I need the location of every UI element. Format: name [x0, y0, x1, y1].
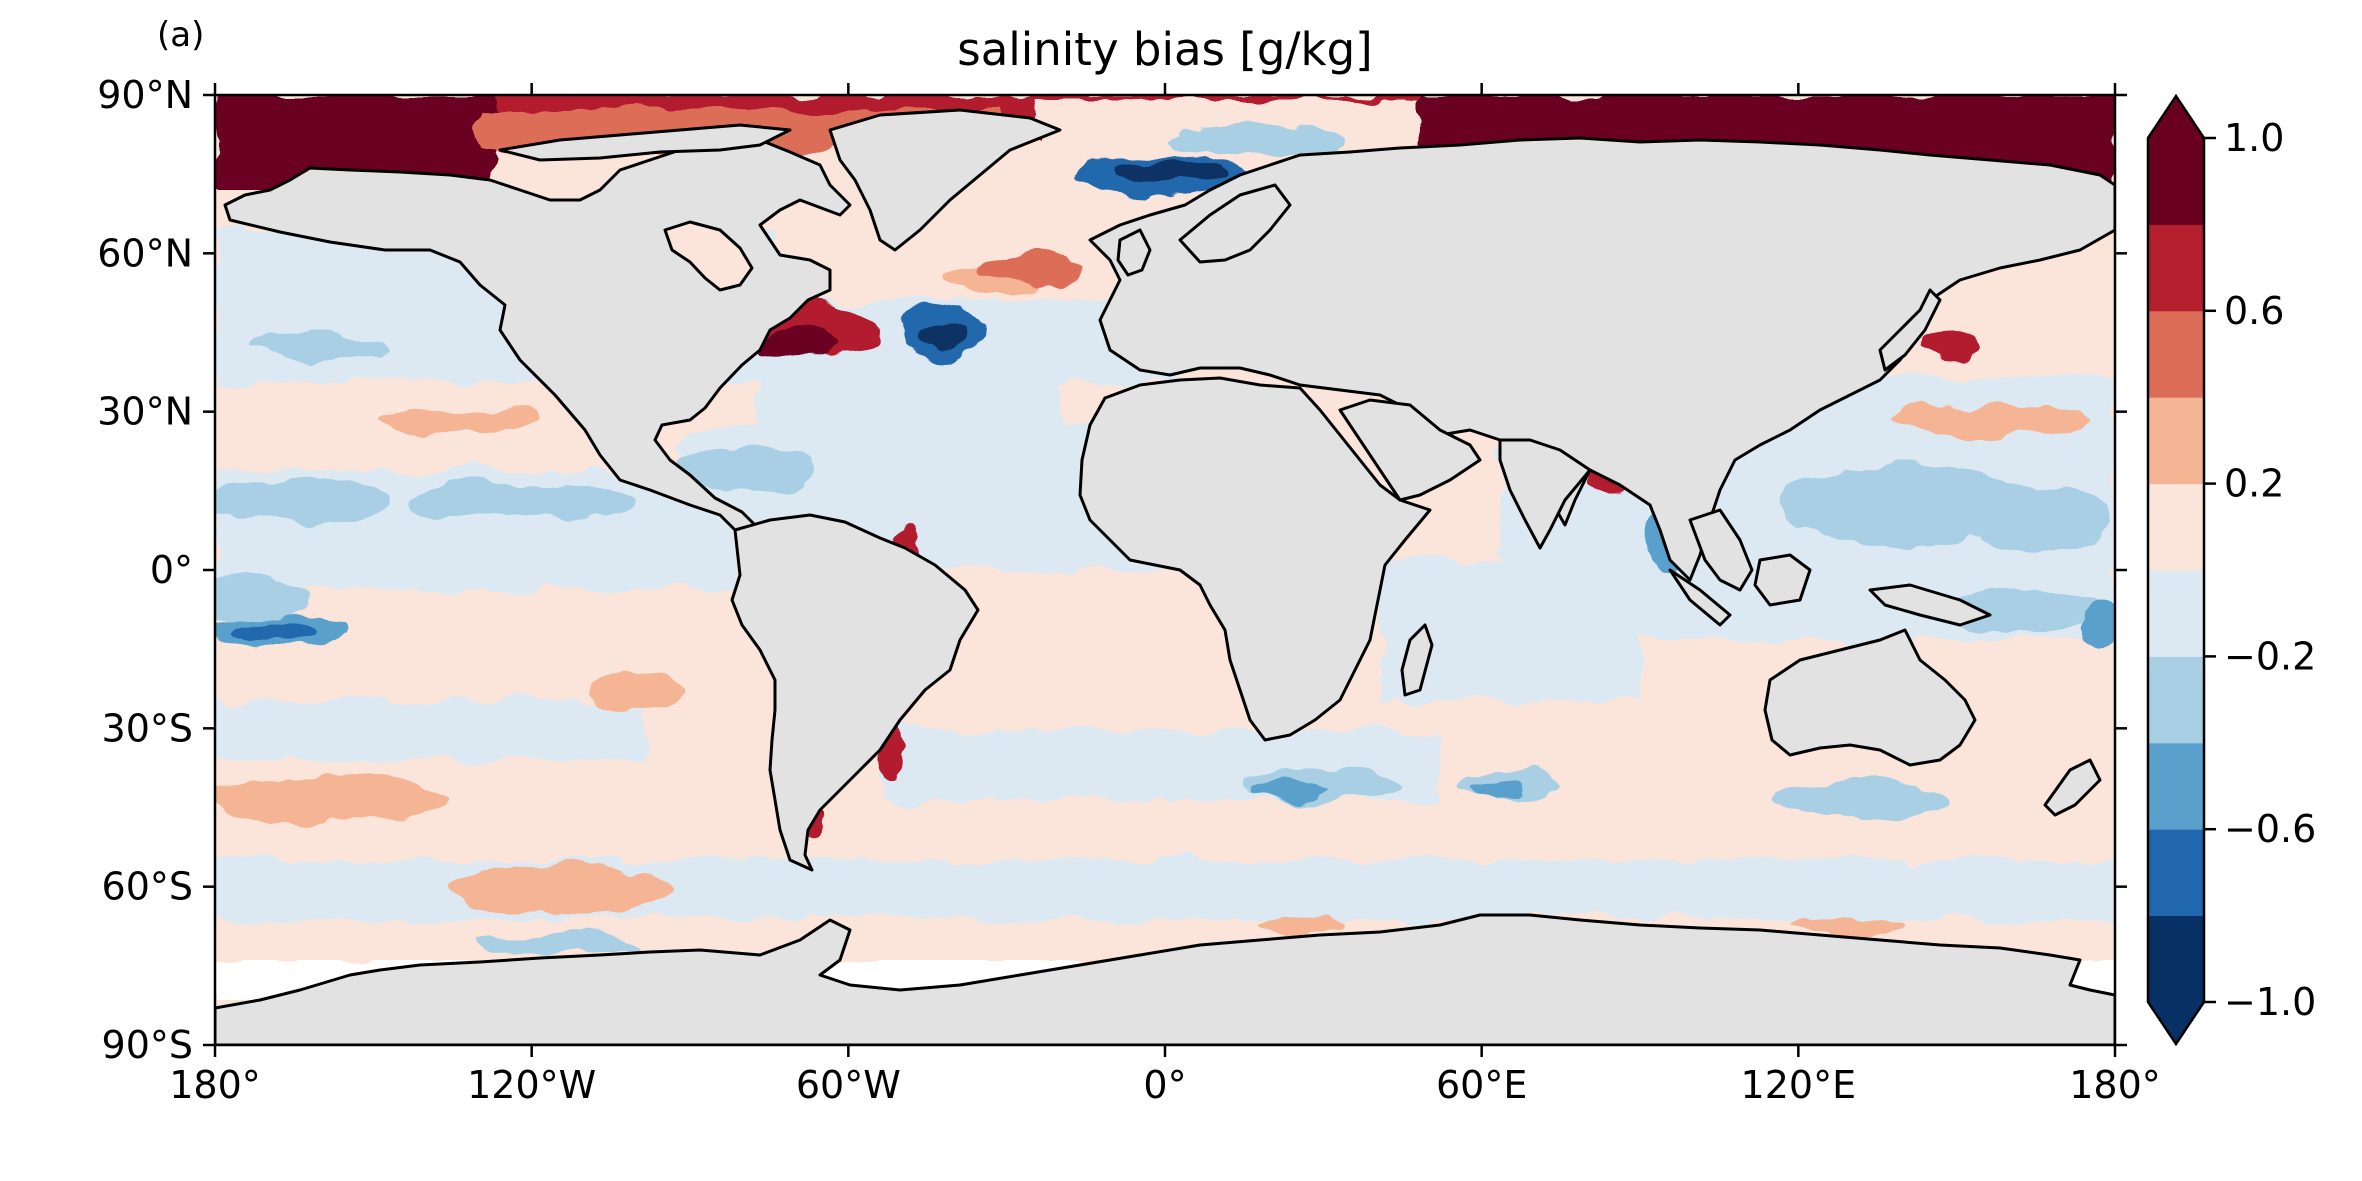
land [215, 108, 2115, 1045]
x-tick-label: 60°W [796, 1063, 901, 1107]
land-antarctica [215, 913, 2115, 1045]
bias-patch-cpac-c [215, 580, 310, 620]
land-new-zealand [2043, 758, 2102, 817]
bias-patch-pos-npac [380, 408, 540, 432]
bias-patch-wpac-b [1970, 485, 2110, 555]
land-new-guinea [1868, 583, 1992, 627]
land-india [1498, 438, 1592, 550]
y-tick-label: 60°N [97, 231, 193, 275]
colorbar-segment-3 [2148, 656, 2204, 744]
bias-band-spac [215, 700, 645, 760]
bias-patch-pos-nwpac [1890, 402, 2090, 438]
colorbar-tick-label: −1.0 [2224, 980, 2316, 1024]
x-tick-label: 180° [169, 1063, 261, 1107]
bias-patch-so-e [1475, 782, 1525, 798]
y-tick-label: 0° [150, 548, 193, 592]
colorbar-extend-min [2148, 1002, 2204, 1044]
bias-patch-antarctic [480, 933, 640, 957]
land-se-asia [1688, 508, 1754, 592]
x-tick-label: 180° [2069, 1063, 2161, 1107]
colorbar-tick-label: 1.0 [2224, 116, 2284, 160]
colorbar-segment-7 [2148, 310, 2204, 398]
land-scandinavia [1178, 183, 1292, 264]
x-tick-label: 0° [1143, 1063, 1186, 1107]
colorbar-segment-9 [2148, 138, 2204, 225]
x-tick-label: 60°E [1436, 1063, 1527, 1107]
land-south-america [730, 513, 980, 872]
y-tick-label: 30°S [102, 706, 193, 750]
x-tick-label: 120°E [1741, 1063, 1857, 1107]
bias-patch-wpac-a [1780, 465, 2020, 545]
colorbar-segment-5 [2148, 483, 2204, 571]
colorbar-tick-label: −0.2 [2224, 634, 2316, 678]
arctic-gap-blue [1170, 126, 1350, 154]
land-eurasia [1088, 136, 2115, 582]
colorbar-extend-max [2148, 96, 2204, 138]
bias-patch-pos-spac-a [215, 778, 450, 822]
bias-patch-wpac-c [1940, 588, 2100, 632]
colorbar: 1.0 0.6 0.2 −0.2 −0.6 −1.0 [2146, 93, 2316, 1047]
colorbar-segment-1 [2148, 829, 2204, 917]
colorbar-segment-6 [2148, 397, 2204, 485]
x-tick-label: 120°W [467, 1063, 596, 1107]
colorbar-tick-label: 0.2 [2224, 462, 2284, 506]
bias-patch-east-edge [2080, 600, 2115, 650]
bias-patch-so-d [1250, 782, 1330, 798]
colorbar-tick-label: 0.6 [2224, 289, 2284, 333]
bias-patch-so-c [1770, 780, 1950, 820]
bias-patch-pos-so [1790, 915, 1910, 935]
land-japan [1878, 288, 1942, 372]
map-title: salinity bias [g/kg] [957, 23, 1372, 76]
map-panel [215, 95, 2115, 1045]
colorbar-segment-8 [2148, 224, 2204, 312]
y-tick-label: 60°S [102, 865, 193, 909]
y-axis: 90°N 60°N 30°N 0° 30°S 60°S 90°S [97, 73, 2127, 1067]
bias-patch-pos-nsea [975, 256, 1085, 284]
bias-patch-cpac-a [215, 478, 390, 522]
bias-patch-cpac-b [410, 482, 630, 518]
land-greenland [828, 108, 1062, 252]
land-madagascar [1400, 623, 1434, 697]
land-sumatra [1668, 568, 1732, 627]
colorbar-segment-2 [2148, 742, 2204, 830]
land-arabia [1338, 398, 1482, 502]
bias-patch-nwpac-b [250, 331, 390, 359]
bias-patch-carib [675, 445, 815, 495]
land-arctic-islands [498, 123, 792, 162]
bias-patch-nordic-core [1115, 158, 1225, 182]
colorbar-segment-0 [2148, 915, 2204, 1003]
x-axis: 180° 120°W 60°W 0° 60°E 120°E 180° [169, 83, 2161, 1107]
land-africa [1078, 376, 1432, 742]
bias-patch-pos-antarctic [1260, 915, 1340, 935]
bias-patch-pos-satl [590, 672, 690, 708]
bias-patch-labrador-core [760, 329, 840, 361]
land-hudson-bay [663, 220, 754, 292]
bias-patch-epac-core [230, 620, 320, 640]
land-australia [1763, 628, 1977, 767]
y-tick-label: 90°N [97, 73, 193, 117]
colorbar-tick-label: −0.6 [2224, 807, 2316, 851]
land-uk [1116, 228, 1152, 277]
panel-label: (a) [157, 15, 204, 55]
colorbar-segment-4 [2148, 570, 2204, 657]
bias-patch-kuroshio [1922, 329, 1978, 361]
y-tick-label: 90°S [102, 1023, 193, 1067]
bias-patch-gs-core [920, 320, 970, 356]
bias-patch-pos-spac-b [450, 864, 670, 916]
land-borneo [1753, 553, 1812, 607]
y-tick-label: 30°N [97, 390, 193, 434]
